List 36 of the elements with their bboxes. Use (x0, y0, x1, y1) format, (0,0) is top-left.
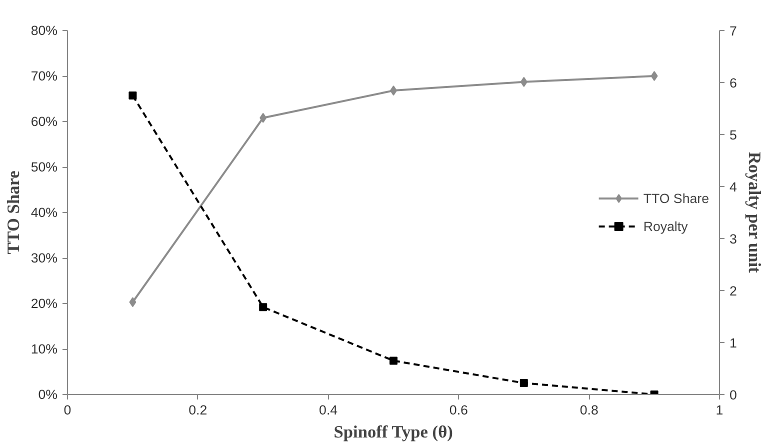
y-tick-label: 20% (30, 296, 58, 311)
y2-tick-label: 2 (730, 284, 737, 298)
y-tick-label: 80% (30, 23, 58, 38)
y2-tick-label: 3 (730, 232, 737, 246)
x-tick-label: 0 (64, 402, 72, 418)
y-tick-label: 30% (30, 250, 58, 266)
point (520, 379, 528, 388)
point (128, 92, 137, 100)
y2-tick-label: 7 (730, 24, 737, 38)
y2-tick-label: 0 (730, 388, 737, 402)
y-tick-label: 40% (30, 205, 58, 220)
legend-label: Royalty (643, 218, 688, 234)
x-tick-label: 1 (716, 402, 724, 418)
y-tick-label: 0% (38, 387, 58, 402)
x-axis-title: Spinoff Type (θ) (334, 422, 454, 442)
y2-tick-label: 6 (730, 76, 737, 90)
x-tick-label: 0.6 (449, 402, 468, 418)
y-tick-label: 10% (30, 342, 58, 356)
x-tick-label: 0.8 (580, 402, 598, 418)
point (650, 71, 658, 81)
y-axis-title: TTO Share (4, 170, 23, 254)
y-tick-label: 60% (30, 114, 58, 129)
y-tick-label: 70% (30, 68, 58, 84)
x-tick-label: 0.2 (188, 402, 208, 418)
y2-tick-label: 5 (730, 128, 737, 142)
point (259, 303, 268, 312)
point (260, 112, 267, 123)
y2-tick-label: 1 (730, 336, 737, 350)
point (129, 297, 136, 308)
y2-tick-label: 4 (730, 180, 738, 194)
y2-axis-title: Royalty per unit (744, 152, 764, 274)
x-tick-label: 0.4 (319, 402, 338, 418)
point (520, 76, 528, 87)
y-tick-label: 50% (30, 160, 58, 174)
legend-label: TTO Share (643, 190, 709, 206)
point (390, 356, 398, 365)
